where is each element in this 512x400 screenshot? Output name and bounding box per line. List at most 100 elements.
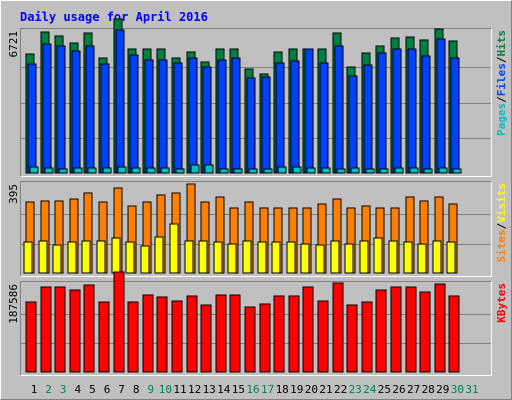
bar-pages — [219, 168, 229, 174]
bar-files — [217, 59, 227, 174]
bar-pages — [73, 167, 83, 174]
bar-kbytes — [405, 286, 417, 373]
bar-pages — [248, 168, 258, 174]
bar-pages — [365, 168, 375, 174]
x-tick-label: 14 — [217, 383, 231, 396]
bar-pages — [175, 168, 185, 174]
panel-bottom: 187586 KBytes — [7, 271, 508, 376]
bar-kbytes — [361, 301, 373, 373]
bar-pages — [87, 167, 97, 174]
legend-separator: / — [495, 56, 508, 63]
bar-pages — [58, 168, 68, 174]
bar-files — [85, 45, 95, 174]
x-tick-label: 29 — [436, 383, 449, 396]
bar-sites — [198, 240, 208, 274]
bar-kbytes — [186, 295, 198, 373]
bar-kbytes — [215, 294, 227, 373]
x-tick-label: 26 — [392, 383, 405, 396]
bar-sites — [315, 244, 325, 274]
bar-sites — [330, 240, 340, 274]
bar-kbytes — [229, 294, 241, 373]
legend-separator: / — [495, 96, 508, 103]
x-tick-label: 19 — [290, 383, 303, 396]
bar-kbytes — [288, 295, 300, 373]
legend-sites: Sites — [495, 229, 508, 262]
bar-sites — [81, 240, 91, 274]
bar-files — [129, 54, 139, 174]
bar-sites — [184, 240, 194, 274]
bar-sites — [388, 240, 398, 274]
bar-files — [392, 48, 402, 174]
bar-kbytes — [273, 295, 285, 373]
x-tick-label: 12 — [188, 383, 201, 396]
bar-sites — [286, 241, 296, 274]
x-tick-label: 10 — [159, 383, 172, 396]
bar-files — [377, 52, 387, 174]
chart-panels: 6721Pages/Files/Hits395Sites/Visits18758… — [7, 18, 508, 376]
bar-files — [261, 76, 271, 174]
bar-kbytes — [448, 295, 460, 373]
bar-pages — [336, 168, 346, 174]
bar-files — [173, 62, 183, 174]
x-tick-label: 16 — [246, 383, 259, 396]
bar-kbytes — [127, 301, 139, 373]
bar-kbytes — [332, 282, 344, 373]
x-tick-label: 28 — [422, 383, 435, 396]
bar-pages — [306, 167, 316, 174]
bar-kbytes — [390, 286, 402, 373]
bar-pages — [131, 167, 141, 174]
bar-files — [42, 43, 52, 174]
bar-sites — [125, 241, 135, 274]
bar-kbytes — [69, 289, 81, 373]
bar-files — [144, 59, 154, 174]
bar-files — [436, 38, 446, 174]
bar-pages — [277, 166, 287, 174]
x-tick-label: 8 — [133, 383, 140, 396]
legend-pages: Pages — [495, 103, 508, 136]
bar-sites — [432, 240, 442, 274]
panel-bottom-legend: KBytes — [495, 283, 508, 323]
bar-pages — [409, 167, 419, 174]
x-tick-label: 27 — [407, 383, 420, 396]
x-tick-label: 1 — [31, 383, 38, 396]
bar-sites — [52, 244, 62, 274]
bar-sites — [154, 236, 164, 274]
bar-sites — [169, 223, 179, 274]
bar-sites — [213, 241, 223, 274]
bar-kbytes — [317, 300, 329, 373]
bar-pages — [102, 167, 112, 174]
x-tick-label: 31 — [465, 383, 478, 396]
bar-sites — [359, 240, 369, 274]
bar-sites — [271, 241, 281, 274]
bar-pages — [394, 167, 404, 174]
bar-files — [158, 59, 168, 174]
legend-separator: / — [495, 222, 508, 229]
x-tick-label: 6 — [104, 383, 111, 396]
bar-files — [56, 45, 66, 174]
x-axis-day-labels: 1 2 3 4 5 6 7 8 9 10 11 12 13 14 15 16 17 18 19 20 21 22 23 24 2… — [31, 383, 479, 396]
x-tick-label: 25 — [378, 383, 391, 396]
bar-kbytes — [375, 289, 387, 373]
bar-pages — [452, 168, 462, 174]
bar-kbytes — [434, 283, 446, 373]
bar-files — [71, 50, 81, 174]
bar-sites — [96, 240, 106, 274]
bar-pages — [233, 168, 243, 174]
bar-kbytes — [200, 304, 212, 373]
x-tick-label: 24 — [363, 383, 377, 396]
bar-sites — [38, 240, 48, 274]
bar-files — [363, 64, 373, 174]
bar-sites — [417, 243, 427, 274]
panel-top-legend: Pages/Files/Hits — [495, 30, 508, 136]
bar-pages — [204, 164, 214, 174]
bar-pages — [146, 167, 156, 174]
x-tick-label: 22 — [334, 383, 347, 396]
panel-bottom-max-label: 187586 — [7, 284, 20, 324]
bar-files — [290, 60, 300, 174]
bar-files — [421, 55, 431, 174]
x-tick-label: 2 — [45, 383, 52, 396]
x-tick-label: 21 — [319, 383, 332, 396]
bar-sites — [242, 240, 252, 274]
x-tick-label: 9 — [147, 383, 154, 396]
bar-sites — [300, 243, 310, 274]
